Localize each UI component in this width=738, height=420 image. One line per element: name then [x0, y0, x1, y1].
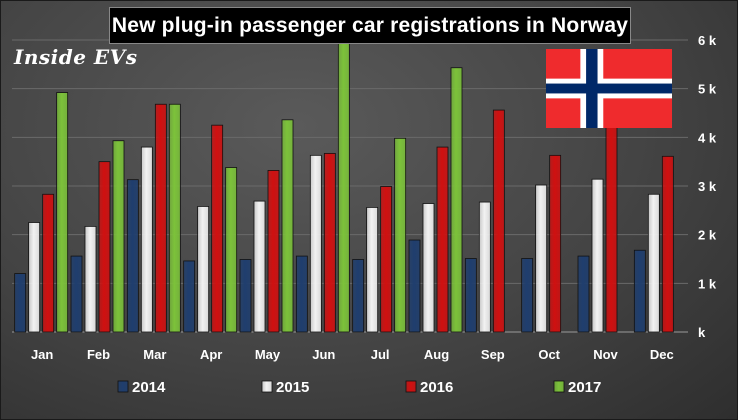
y-tick-label: k: [698, 325, 706, 340]
x-tick-label: Feb: [87, 347, 110, 362]
x-tick-label: Nov: [593, 347, 618, 362]
y-tick-label: 3 k: [698, 179, 717, 194]
legend-swatch-2014: [117, 380, 129, 393]
bar-2014-apr: [183, 260, 196, 333]
legend-label-2016: 2016: [420, 379, 453, 396]
bar-2017-aug: [450, 67, 463, 333]
bars-group: [14, 37, 674, 333]
x-tick-label: Sep: [481, 347, 505, 362]
bar-2014-sep: [464, 258, 477, 333]
bar-2014-jan: [14, 273, 27, 333]
bar-2015-jun: [309, 154, 322, 333]
bar-2017-jan: [56, 92, 69, 333]
x-tick-label: Aug: [424, 347, 449, 362]
bar-2016-mar: [154, 103, 167, 333]
bar-2016-sep: [492, 109, 505, 333]
bar-2015-nov: [591, 178, 604, 333]
bar-2015-dec: [647, 193, 660, 333]
y-axis-labels: k 1 k 2 k 3 k 4 k 5 k 6 k: [698, 33, 717, 340]
x-tick-label: Apr: [200, 347, 222, 362]
x-tick-label: Dec: [650, 347, 674, 362]
bar-2015-may: [253, 200, 266, 333]
bar-2015-apr: [197, 206, 210, 333]
bar-2017-jun: [337, 37, 350, 333]
legend-swatch-2017: [553, 380, 565, 393]
bar-2017-apr: [225, 167, 238, 333]
norway-flag-icon: [546, 49, 672, 128]
legend-label-2015: 2015: [276, 379, 309, 396]
bar-2015-feb: [84, 225, 97, 333]
legend-swatch-2016: [405, 380, 417, 393]
bar-2015-mar: [140, 146, 153, 333]
y-tick-label: 5 k: [698, 82, 717, 97]
legend-swatch-2015: [261, 380, 273, 393]
bar-2015-aug: [422, 203, 435, 333]
bar-2017-mar: [168, 103, 181, 333]
x-tick-label: Jun: [312, 347, 335, 362]
x-tick-label: May: [255, 347, 281, 362]
bar-2016-nov: [605, 120, 618, 333]
legend: 2014 2015 2016 2017: [117, 379, 601, 396]
legend-label-2014: 2014: [132, 379, 166, 396]
bar-2016-dec: [661, 155, 674, 333]
brand-logo: Inside EVs: [14, 45, 138, 69]
bar-2014-aug: [408, 239, 421, 333]
bar-2014-mar: [126, 179, 139, 333]
bar-2014-jun: [295, 255, 308, 333]
x-tick-label: Mar: [143, 347, 166, 362]
bar-2017-may: [281, 119, 294, 333]
bar-2016-may: [267, 170, 280, 333]
bar-2014-dec: [633, 249, 646, 333]
bar-2017-jul: [394, 137, 407, 333]
x-tick-label: Jan: [31, 347, 53, 362]
bar-2014-may: [239, 259, 252, 333]
y-tick-label: 2 k: [698, 228, 717, 243]
chart-title: New plug-in passenger car registrations …: [109, 7, 631, 44]
bar-2015-sep: [478, 201, 491, 333]
bar-2015-jul: [366, 207, 379, 333]
bar-2015-oct: [535, 184, 548, 333]
y-tick-label: 4 k: [698, 130, 717, 145]
bar-2017-feb: [112, 140, 125, 333]
bar-2016-jan: [42, 193, 55, 333]
x-tick-label: Jul: [371, 347, 390, 362]
bar-2014-feb: [70, 255, 83, 333]
y-tick-label: 1 k: [698, 276, 717, 291]
y-tick-label: 6 k: [698, 33, 717, 48]
bar-2016-jun: [323, 152, 336, 333]
bar-2014-nov: [577, 255, 590, 333]
bar-2014-oct: [521, 258, 534, 333]
bar-2014-jul: [352, 259, 365, 333]
bar-2015-jan: [28, 222, 41, 333]
bar-2016-feb: [98, 161, 111, 333]
x-tick-label: Oct: [538, 347, 560, 362]
bar-2016-oct: [549, 154, 562, 333]
bar-2016-aug: [436, 146, 449, 333]
legend-label-2017: 2017: [568, 379, 601, 396]
bar-2016-jul: [380, 186, 393, 333]
x-axis-labels: Jan Feb Mar Apr May Jun Jul Aug Sep Oct Nov Dec: [31, 347, 674, 362]
bar-2016-apr: [211, 124, 224, 333]
